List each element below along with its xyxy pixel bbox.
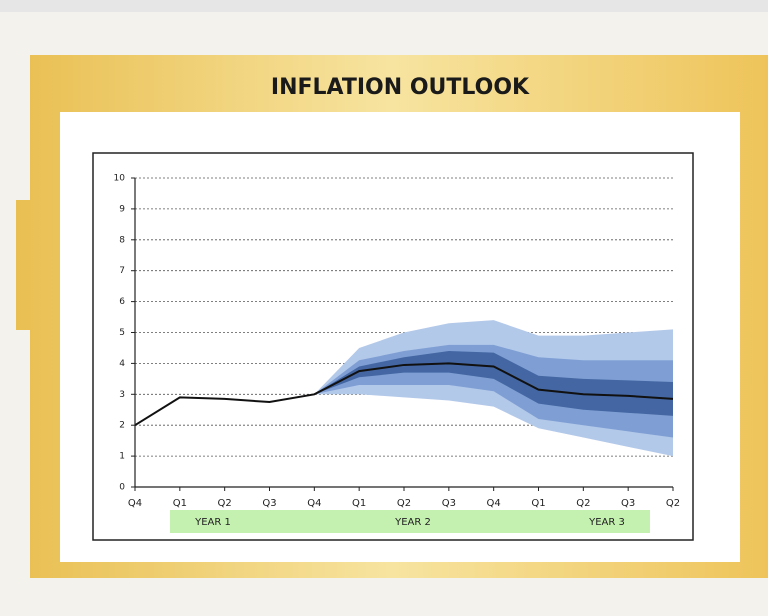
x-tick-label: Q2 [397,498,411,509]
x-tick-label: Q3 [621,498,635,509]
period-label: YEAR 1 [194,517,231,528]
x-tick-label: Q2 [218,498,232,509]
fan-band [314,351,673,416]
y-tick-label: 1 [119,452,125,462]
period-bar [170,510,650,533]
y-tick-label: 4 [119,359,125,369]
y-tick-label: 8 [119,235,125,245]
central-line [134,362,674,427]
x-tick-label: Q2 [666,498,680,509]
y-tick-label: 10 [114,174,126,184]
y-tick-label: 2 [119,421,125,431]
x-tick-label: Q4 [128,498,142,509]
period-label: YEAR 3 [588,517,625,528]
x-tick-label: Q3 [262,498,276,509]
period-label: YEAR 2 [394,517,431,528]
y-tick-label: 0 [119,483,125,493]
x-tick-label: Q1 [352,498,366,509]
y-tick-label: 3 [119,390,125,400]
x-tick-label: Q1 [531,498,545,509]
x-tick-label: Q1 [173,498,187,509]
y-tick-label: 5 [119,328,125,338]
chart-title: INFLATION OUTLOOK [271,75,530,100]
x-tick-label: Q2 [576,498,590,509]
y-tick-label: 6 [119,297,125,307]
y-tick-label: 7 [119,266,125,276]
y-tick-label: 9 [119,204,125,214]
x-tick-label: Q4 [307,498,321,509]
x-tick-label: Q3 [442,498,456,509]
top-strip [0,0,768,12]
x-tick-label: Q4 [487,498,501,509]
plot: 0 1 2 3 4 5 6 7 8 9 10 Q4 Q1 Q2 Q3 Q4 Q1 Q2 Q3 Q4 Q1 Q2 Q3 Q2 YE… [114,174,681,529]
